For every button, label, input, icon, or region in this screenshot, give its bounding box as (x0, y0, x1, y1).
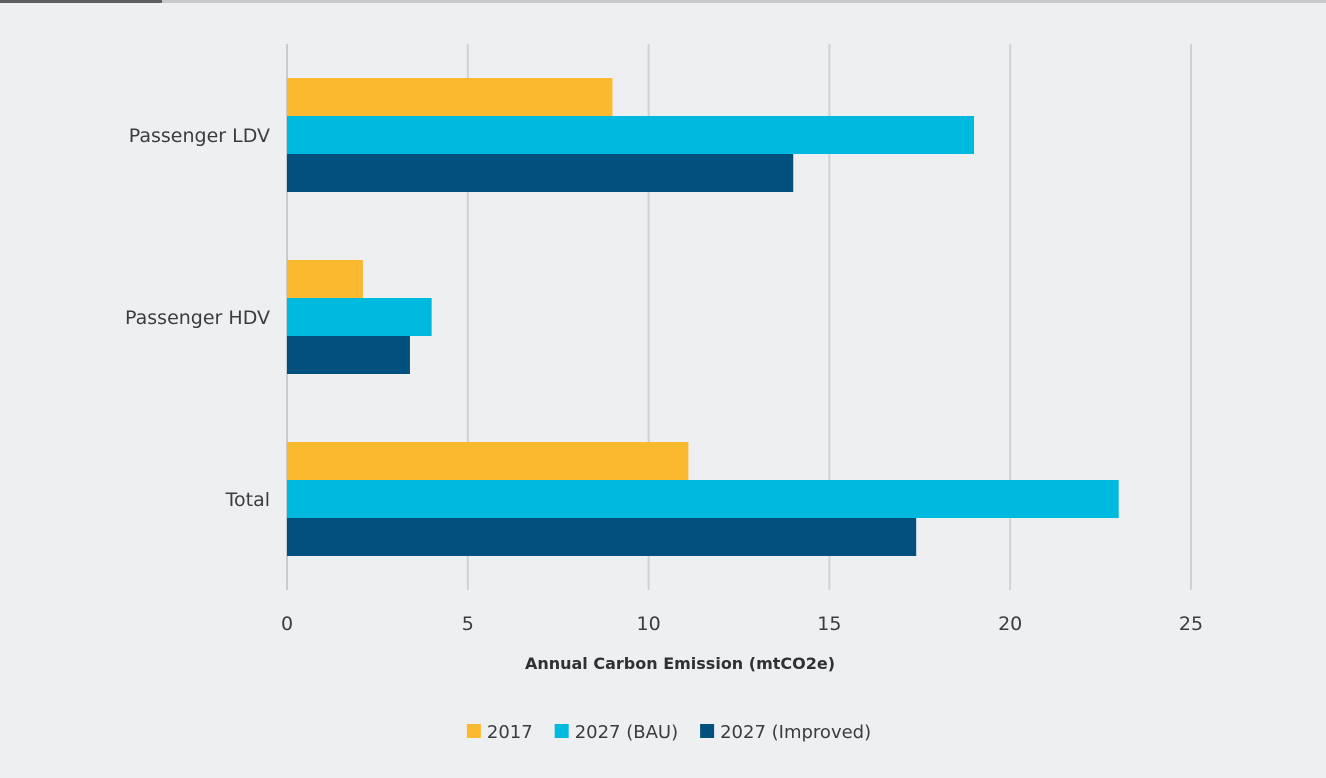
bar-passenger-hdv-2017 (287, 260, 363, 298)
legend-swatch (554, 724, 569, 738)
category-label: Passenger HDV (125, 307, 270, 329)
bar-total-2017 (287, 442, 689, 480)
x-tick-label: 10 (637, 613, 661, 635)
bar-passenger-ldv-2017 (287, 78, 613, 116)
top-border (0, 0, 1326, 3)
x-axis-label: Annual Carbon Emission (mtCO2e) (525, 654, 835, 673)
legend-item-2027-bau: 2027 (BAU) (554, 722, 678, 743)
legend-label: 2027 (BAU) (575, 722, 678, 743)
legend-item-2017: 2017 (466, 722, 533, 743)
legend-swatch (466, 724, 481, 738)
bar-passenger-hdv-2027-bau (287, 298, 432, 336)
category-label: Total (225, 489, 270, 511)
legend-label: 2027 (Improved) (720, 722, 871, 743)
x-tick-label: 0 (281, 613, 293, 635)
category-labels: Passenger LDV Passenger HDV Total (125, 125, 270, 511)
x-tick-label: 20 (998, 613, 1022, 635)
bar-passenger-ldv-2027-improved (287, 154, 794, 192)
bar-total-2027-improved (287, 518, 917, 556)
legend-item-2027-improved: 2027 (Improved) (700, 722, 871, 743)
x-tick-label: 5 (462, 613, 474, 635)
bar-passenger-hdv-2027-improved (287, 336, 410, 374)
top-border-accent (0, 0, 162, 3)
legend-swatch (700, 724, 715, 738)
bar-total-2027-bau (287, 480, 1119, 518)
category-label: Passenger LDV (129, 125, 270, 147)
x-tick-label: 15 (817, 613, 841, 635)
bar-passenger-ldv-2027-bau (287, 116, 975, 154)
bars (287, 78, 1119, 556)
x-tick-labels: 0 5 10 15 20 25 (281, 613, 1203, 635)
legend-label: 2017 (487, 722, 533, 743)
x-tick-label: 25 (1179, 613, 1203, 635)
legend: 2017 2027 (BAU) 2027 (Improved) (466, 722, 871, 743)
